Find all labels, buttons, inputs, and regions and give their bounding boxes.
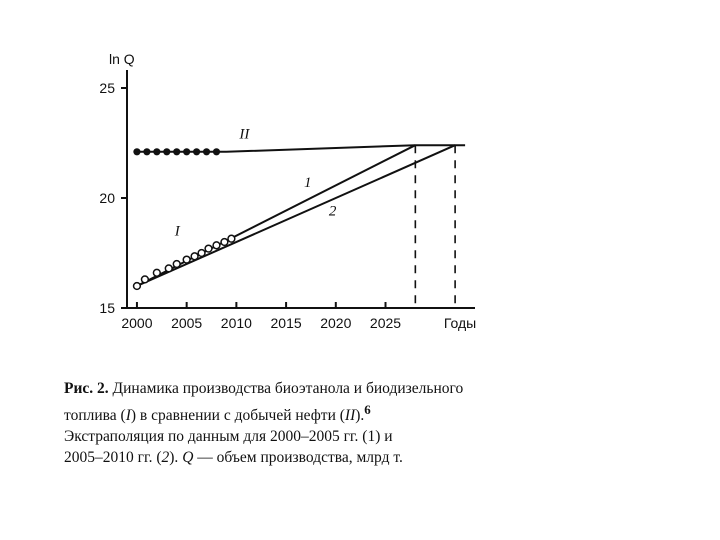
marker-I	[132, 281, 142, 291]
marker-II	[183, 148, 191, 156]
caption-label: Рис. 2.	[64, 380, 109, 397]
marker-I	[164, 264, 173, 273]
caption-text: ) в сравнении с добычей нефти (	[130, 407, 345, 425]
caption-line-3: Экстраполяция по данным для 2000–2005 гг…	[64, 428, 393, 446]
curve-label: 2	[329, 204, 337, 220]
marker-II	[173, 148, 181, 156]
curve-label: 1	[304, 175, 312, 191]
marker-II	[153, 148, 161, 156]
curve-label: I	[174, 223, 181, 239]
caption-italic: I	[125, 407, 131, 425]
x-tick-label: 2005	[171, 315, 202, 331]
caption-italic: Q	[182, 449, 194, 467]
x-tick-label: 2010	[221, 315, 252, 331]
caption-line-2: топлива (I) в сравнении с добычей нефти …	[64, 399, 620, 426]
marker-I	[220, 237, 229, 247]
caption-line-1: Рис. 2. Динамика производства биоэтанола…	[64, 378, 620, 399]
marker-I	[212, 241, 221, 250]
y-tick-label: 15	[99, 300, 115, 316]
marker-II	[202, 148, 211, 156]
marker-II	[143, 148, 151, 156]
marker-II	[163, 148, 171, 156]
caption-line-4: 2005–2010 гг. (2). Q — объем производств…	[64, 447, 620, 468]
y-tick-label: 25	[99, 80, 115, 96]
marker-I	[152, 268, 161, 277]
data-markers	[132, 148, 236, 291]
caption-italic: II	[344, 407, 356, 425]
marker-II	[133, 148, 141, 156]
series-line-1	[136, 144, 416, 287]
x-tick-label: 2025	[370, 315, 401, 331]
caption-line1-text: Динамика производства биоэтанола и биоди…	[112, 380, 464, 397]
caption-text: ).	[169, 449, 183, 467]
marker-I	[227, 234, 236, 243]
figure-caption: Рис. 2. Динамика производства биоэтанола…	[64, 378, 620, 468]
x-axis-label: Годы	[444, 315, 476, 331]
marker-II	[193, 148, 201, 156]
marker-I	[182, 255, 191, 264]
caption-text: 2005–2010 гг. (	[64, 449, 162, 467]
y-tick-label: 20	[99, 190, 115, 206]
marker-I	[197, 248, 206, 258]
caption-text: топлива (	[64, 407, 126, 425]
marker-I	[172, 259, 181, 269]
x-tick-label: 2000	[121, 315, 152, 331]
caption-text: — объем производства, млрд т.	[193, 449, 403, 467]
x-tick-label: 2015	[271, 315, 302, 331]
marker-II	[212, 148, 221, 156]
curve-label: II	[238, 127, 250, 143]
dashed-guides	[414, 145, 456, 308]
series-line-2	[136, 144, 456, 287]
marker-I	[204, 244, 213, 253]
footnote-ref: 6	[364, 402, 371, 417]
x-tick-label: 2020	[320, 315, 351, 331]
caption-italic: 2	[161, 449, 170, 467]
marker-I	[140, 275, 150, 284]
chart-labels: ln Q Годы II 1 2 I	[109, 51, 476, 331]
caption-text: ).	[355, 407, 365, 425]
marker-I	[190, 252, 199, 261]
y-axis-label: ln Q	[109, 51, 135, 67]
